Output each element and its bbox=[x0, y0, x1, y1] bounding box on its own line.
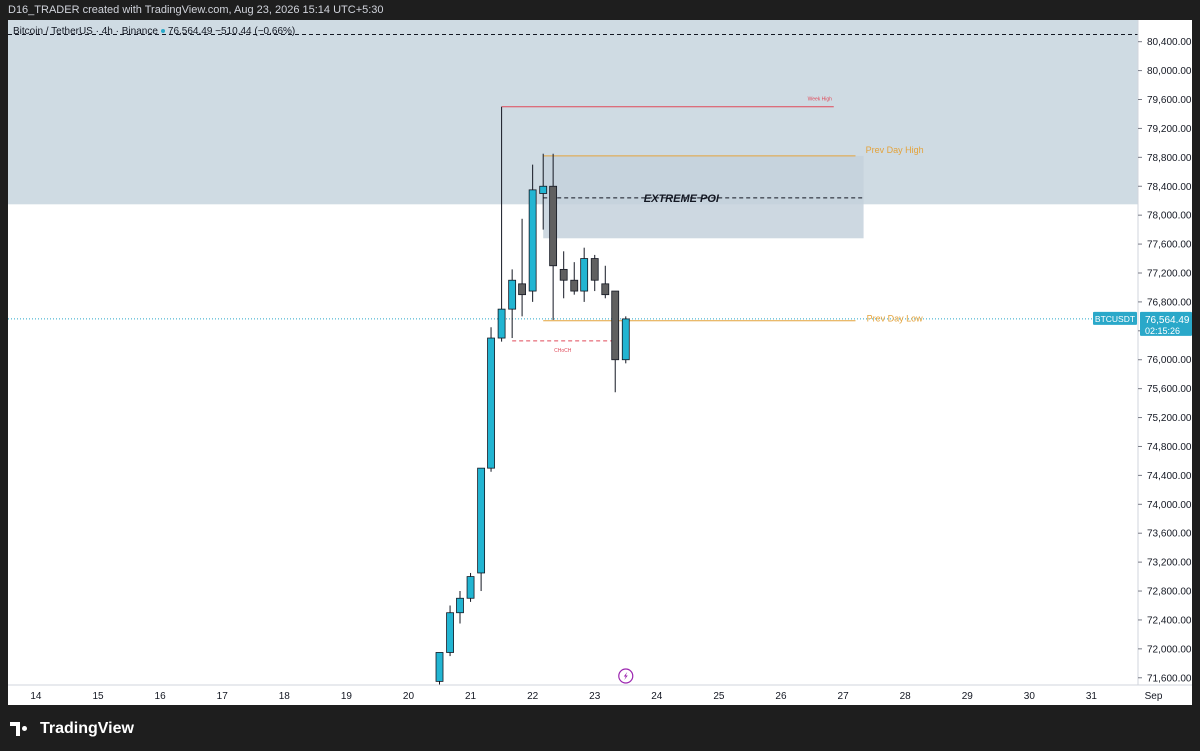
chart-pane[interactable]: Bitcoin / TetherUS · 4h · Binance 76,564.… bbox=[8, 20, 1192, 705]
time-tick-label: 26 bbox=[775, 691, 787, 702]
candle-body bbox=[456, 597, 464, 614]
symbol-tag-label: BTCUSDT bbox=[1095, 314, 1135, 324]
extreme-poi-label: EXTREME POI bbox=[644, 193, 720, 205]
price-tick-label: 75,200.00 bbox=[1147, 413, 1192, 424]
symbol-legend: Bitcoin / TetherUS · 4h · Binance 76,564.… bbox=[13, 26, 295, 37]
status-dot-icon bbox=[160, 29, 165, 33]
price-tick-label: 76,800.00 bbox=[1147, 297, 1192, 308]
time-tick-label: 29 bbox=[962, 691, 974, 702]
price-tick-label: 71,600.00 bbox=[1147, 673, 1192, 684]
week-high-label: Week High bbox=[808, 97, 833, 103]
prev-day-low-label: Prev Day Low bbox=[867, 314, 924, 324]
tradingview-brand[interactable]: TradingView bbox=[10, 718, 134, 740]
candle-body bbox=[539, 185, 548, 194]
price-tick-label: 74,400.00 bbox=[1147, 471, 1192, 482]
price-tick-label: 79,200.00 bbox=[1147, 124, 1192, 135]
time-tick-label: 22 bbox=[527, 691, 539, 702]
price-tick-label: 78,400.00 bbox=[1147, 182, 1192, 193]
candle-body bbox=[518, 283, 526, 296]
price-tick-label: 78,000.00 bbox=[1147, 211, 1192, 222]
candle-body bbox=[621, 318, 630, 361]
candlestick-chart[interactable]: EXTREME POI Week High Prev Day High Prev Da… bbox=[8, 20, 1192, 705]
price-tick-label: 79,600.00 bbox=[1147, 95, 1192, 106]
candle-body bbox=[497, 308, 506, 339]
lightning-icon bbox=[623, 672, 628, 680]
candle-body bbox=[590, 258, 599, 281]
candle-body bbox=[559, 268, 568, 281]
legend-change: −510.44 (−0.66%) bbox=[215, 26, 296, 37]
time-tick-label: 27 bbox=[838, 691, 850, 702]
price-tick-label: 80,000.00 bbox=[1147, 66, 1192, 77]
time-tick-label: 25 bbox=[713, 691, 725, 702]
time-tick-label: 31 bbox=[1086, 691, 1098, 702]
candle-body bbox=[601, 283, 610, 296]
time-tick-label: 23 bbox=[589, 691, 601, 702]
candle-body bbox=[508, 279, 517, 310]
price-tick-label: 74,000.00 bbox=[1147, 500, 1192, 511]
price-tick-label: 73,600.00 bbox=[1147, 529, 1192, 540]
credit-text: D16_TRADER created with TradingView.com,… bbox=[8, 4, 384, 16]
symbol-tag bbox=[1093, 311, 1137, 325]
candle-body bbox=[611, 290, 620, 361]
last-price-label: 76,564.49 bbox=[1145, 315, 1190, 326]
legend-price: 76,564.49 bbox=[167, 26, 213, 37]
price-axis bbox=[1138, 20, 1192, 685]
candle-body bbox=[477, 467, 486, 574]
price-tick-label: 77,600.00 bbox=[1147, 240, 1192, 251]
candle-body bbox=[446, 612, 454, 653]
price-tick-label: 73,200.00 bbox=[1147, 558, 1192, 569]
time-tick-label: 14 bbox=[30, 691, 42, 702]
candle-body bbox=[528, 189, 537, 292]
candle-body bbox=[487, 337, 495, 469]
legend-symbol: Bitcoin / TetherUS · 4h · Binance bbox=[13, 26, 158, 37]
prev-day-high-label: Prev Day High bbox=[866, 145, 924, 155]
price-tick-label: 75,600.00 bbox=[1147, 384, 1192, 395]
countdown-label: 02:15:26 bbox=[1145, 326, 1180, 336]
price-tick-label: 72,000.00 bbox=[1147, 644, 1192, 655]
time-tick-label: 30 bbox=[1024, 691, 1036, 702]
candle-body bbox=[435, 652, 444, 682]
time-tick-label: 20 bbox=[403, 691, 415, 702]
choch-label: CHoCH bbox=[554, 348, 572, 354]
candle-body bbox=[580, 258, 589, 292]
extreme-poi-zone bbox=[543, 155, 864, 239]
price-tick-label: 72,800.00 bbox=[1147, 587, 1192, 598]
candle-body bbox=[549, 185, 558, 267]
time-tick-label: 16 bbox=[155, 691, 167, 702]
time-tick-label: 15 bbox=[92, 691, 104, 702]
price-tick-label: 76,000.00 bbox=[1147, 355, 1192, 366]
time-tick-label: 24 bbox=[651, 691, 663, 702]
time-tick-label: 18 bbox=[279, 691, 291, 702]
candle-body bbox=[570, 279, 579, 292]
tradingview-logo-icon bbox=[10, 722, 34, 736]
price-tick-label: 72,400.00 bbox=[1147, 615, 1192, 626]
time-tick-label: 17 bbox=[217, 691, 229, 702]
time-tick-label: 28 bbox=[900, 691, 912, 702]
last-price-tag bbox=[1140, 311, 1192, 336]
time-axis bbox=[8, 685, 1192, 705]
candle-body bbox=[466, 576, 475, 599]
price-tick-label: 74,800.00 bbox=[1147, 442, 1192, 453]
credit-bar: D16_TRADER created with TradingView.com,… bbox=[0, 0, 1200, 20]
brand-label: TradingView bbox=[40, 720, 134, 737]
price-tick-label: 80,400.00 bbox=[1147, 37, 1192, 48]
time-tick-label: 19 bbox=[341, 691, 353, 702]
price-tick-label: 78,800.00 bbox=[1147, 153, 1192, 164]
footer-bar: TradingView bbox=[0, 705, 1200, 751]
price-tick-label: 77,200.00 bbox=[1147, 268, 1192, 279]
time-tick-label: Sep bbox=[1145, 691, 1163, 702]
time-tick-label: 21 bbox=[465, 691, 477, 702]
